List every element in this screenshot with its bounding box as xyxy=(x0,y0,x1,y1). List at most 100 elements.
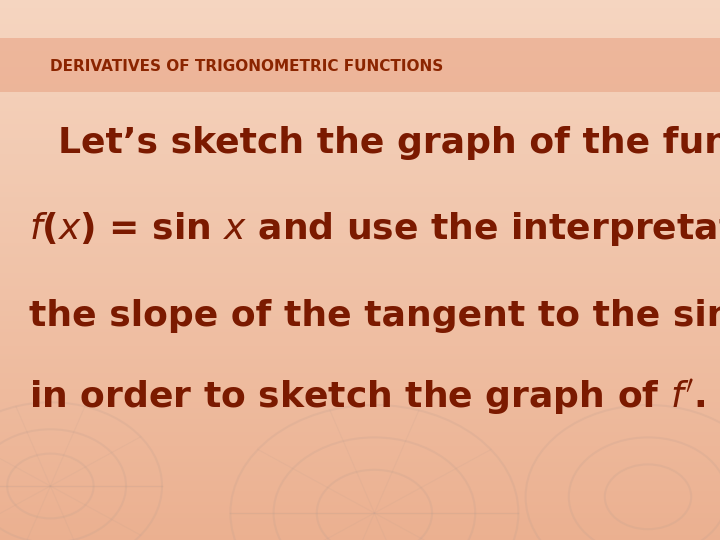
Bar xyxy=(0,397,720,400)
Bar xyxy=(0,73,720,76)
Bar xyxy=(0,213,720,216)
Bar xyxy=(0,84,720,86)
Bar xyxy=(0,413,720,416)
Bar xyxy=(0,227,720,229)
Bar xyxy=(0,197,720,200)
Bar xyxy=(0,173,720,176)
Bar xyxy=(0,456,720,459)
Bar xyxy=(0,116,720,119)
Bar xyxy=(0,108,720,111)
Bar xyxy=(0,284,720,286)
Bar xyxy=(0,5,720,8)
Bar xyxy=(0,472,720,475)
Bar xyxy=(0,140,720,143)
Bar xyxy=(0,65,720,68)
Bar xyxy=(0,351,720,354)
Bar xyxy=(0,429,720,432)
Bar xyxy=(0,421,720,424)
Bar xyxy=(0,97,720,100)
Bar xyxy=(0,62,720,65)
Bar xyxy=(0,505,720,508)
Bar xyxy=(0,535,720,537)
Bar xyxy=(0,43,720,46)
Bar xyxy=(0,259,720,262)
Bar xyxy=(0,451,720,454)
Bar xyxy=(0,186,720,189)
Text: in order to sketch the graph of $\mathit{f'}$.: in order to sketch the graph of $\mathit… xyxy=(29,377,705,417)
Bar xyxy=(0,35,720,38)
Bar xyxy=(0,386,720,389)
Bar xyxy=(0,324,720,327)
Bar xyxy=(0,176,720,178)
Bar xyxy=(0,159,720,162)
Bar xyxy=(0,57,720,59)
Bar xyxy=(0,327,720,329)
Bar xyxy=(0,489,720,491)
Bar xyxy=(0,491,720,494)
Bar xyxy=(0,273,720,275)
Bar xyxy=(0,16,720,19)
Bar xyxy=(0,392,720,394)
Bar xyxy=(0,343,720,346)
Bar xyxy=(0,443,720,445)
Bar xyxy=(0,408,720,410)
Bar xyxy=(0,124,720,127)
Bar xyxy=(0,346,720,348)
Bar xyxy=(0,200,720,202)
Bar xyxy=(0,294,720,297)
Bar xyxy=(0,526,720,529)
Bar xyxy=(0,521,720,524)
Bar xyxy=(0,437,720,440)
Bar xyxy=(0,278,720,281)
Bar xyxy=(0,494,720,497)
Bar xyxy=(0,32,720,35)
Bar xyxy=(0,265,720,267)
Bar xyxy=(0,92,720,94)
Bar xyxy=(0,132,720,135)
Bar xyxy=(0,354,720,356)
Bar xyxy=(0,232,720,235)
Bar xyxy=(0,238,720,240)
Bar xyxy=(0,216,720,219)
Bar xyxy=(0,208,720,211)
Bar xyxy=(0,302,720,305)
Bar xyxy=(0,500,720,502)
Bar xyxy=(0,51,720,54)
Bar xyxy=(0,3,720,5)
Bar xyxy=(0,348,720,351)
Bar xyxy=(0,270,720,273)
Bar xyxy=(0,219,720,221)
Bar xyxy=(0,178,720,181)
Bar xyxy=(0,184,720,186)
Bar xyxy=(0,181,720,184)
Bar xyxy=(0,86,720,89)
Bar xyxy=(0,192,720,194)
Bar xyxy=(0,54,720,57)
Bar xyxy=(0,275,720,278)
Bar xyxy=(0,146,720,148)
Bar xyxy=(0,202,720,205)
Bar xyxy=(0,319,720,321)
Bar xyxy=(0,135,720,138)
Bar xyxy=(0,113,720,116)
Bar xyxy=(0,0,720,3)
Bar xyxy=(0,308,720,310)
Bar xyxy=(0,94,720,97)
Bar xyxy=(0,373,720,375)
Bar xyxy=(0,313,720,316)
Bar xyxy=(0,30,720,32)
Bar xyxy=(0,68,720,70)
Bar xyxy=(0,100,720,103)
Bar xyxy=(0,78,720,81)
Bar xyxy=(0,297,720,300)
Bar xyxy=(0,524,720,526)
Bar xyxy=(0,486,720,489)
Text: Let’s sketch the graph of the function: Let’s sketch the graph of the function xyxy=(58,126,720,160)
Bar xyxy=(0,27,720,30)
Bar xyxy=(0,416,720,418)
Bar xyxy=(0,427,720,429)
Bar xyxy=(0,14,720,16)
Bar xyxy=(0,24,720,27)
Bar xyxy=(0,440,720,443)
Bar xyxy=(0,510,720,513)
